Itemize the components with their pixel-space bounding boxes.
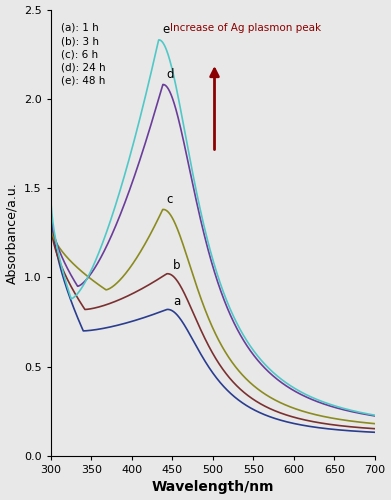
Text: a: a bbox=[173, 294, 180, 308]
X-axis label: Wavelength/nm: Wavelength/nm bbox=[152, 480, 274, 494]
Text: Increase of Ag plasmon peak: Increase of Ag plasmon peak bbox=[170, 23, 321, 33]
Text: (a): 1 h
(b): 3 h
(c): 6 h
(d): 24 h
(e): 48 h: (a): 1 h (b): 3 h (c): 6 h (d): 24 h (e)… bbox=[61, 23, 105, 86]
Text: e: e bbox=[163, 24, 170, 36]
Text: b: b bbox=[173, 259, 181, 272]
Text: c: c bbox=[167, 193, 173, 206]
Text: d: d bbox=[167, 68, 174, 81]
Y-axis label: Absorbance/a.u.: Absorbance/a.u. bbox=[5, 182, 18, 284]
